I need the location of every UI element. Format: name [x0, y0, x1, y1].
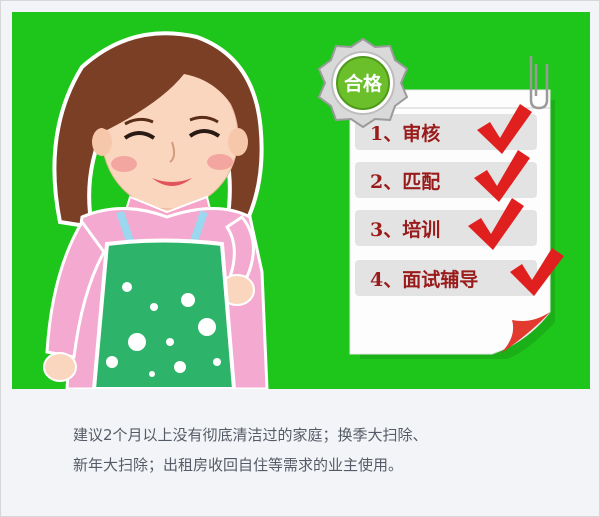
banner-svg: 1、审核 2、匹配 3、培训 4、面试辅导 [43, 31, 564, 389]
step-label: 1、审核 [370, 122, 440, 145]
banner-illustration: 1、审核 2、匹配 3、培训 4、面试辅导 [12, 12, 590, 389]
step-label: 3、培训 [370, 218, 440, 241]
check-icon [477, 104, 532, 154]
check-icon [510, 248, 564, 296]
description-line: 建议2个月以上没有彻底清洁过的家庭；换季大扫除、 [73, 426, 428, 444]
step-row: 4、面试辅导 [355, 260, 537, 296]
check-icon [468, 198, 524, 250]
qualified-badge: 合格 [317, 37, 409, 129]
description-text: 建议2个月以上没有彻底清洁过的家庭；换季大扫除、 新年大扫除；出租房收回自住等需… [73, 420, 573, 480]
description-line: 新年大扫除；出租房收回自住等需求的业主使用。 [73, 456, 404, 474]
check-icon [474, 150, 530, 202]
badge-label: 合格 [344, 72, 383, 95]
step-label: 2、匹配 [370, 171, 440, 193]
housekeeper-woman-illustration [43, 31, 269, 389]
step-label: 4、面试辅导 [370, 268, 478, 291]
